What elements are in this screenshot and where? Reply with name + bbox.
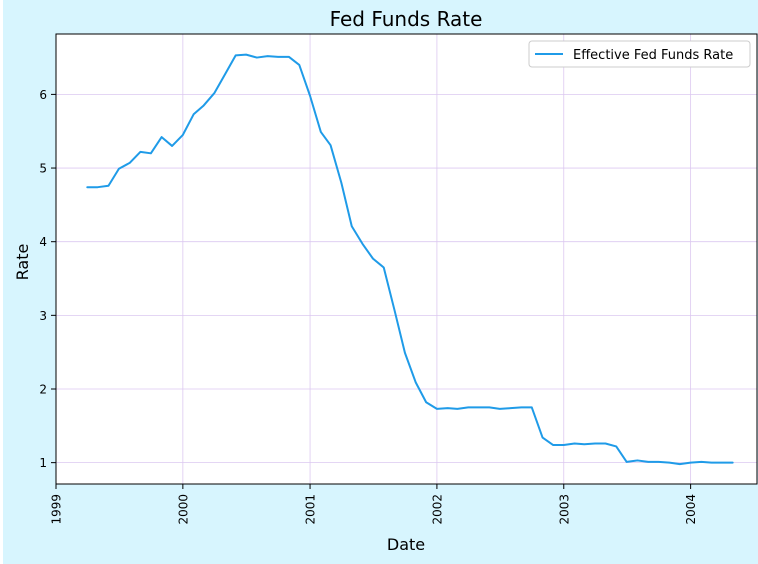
plot-frame — [55, 33, 758, 485]
x-tick-label: 2002 — [430, 494, 444, 525]
x-axis-label: Date — [387, 535, 425, 554]
y-tick-label: 5 — [39, 162, 47, 176]
legend-label: Effective Fed Funds Rate — [573, 48, 733, 63]
y-tick-label: 2 — [39, 382, 47, 396]
y-tick-label: 1 — [39, 456, 47, 470]
x-tick-label: 2003 — [557, 494, 571, 525]
y-tick-label: 3 — [39, 309, 47, 323]
x-tick-label: 1999 — [50, 494, 64, 525]
grid-lines — [55, 34, 757, 484]
x-tick-label: 2004 — [684, 494, 698, 525]
y-tick-label: 6 — [39, 88, 47, 102]
series-line — [86, 53, 734, 466]
legend-box — [528, 40, 751, 68]
y-tick-label: 4 — [39, 235, 47, 249]
y-axis-label: Rate — [13, 244, 32, 281]
x-tick-label: 2001 — [304, 494, 318, 525]
x-axis-ticks: 1999 2000 2001 2002 2003 2004 — [50, 484, 698, 525]
x-tick-label: 2000 — [176, 494, 190, 525]
series-layer — [86, 53, 734, 466]
plot-area — [56, 34, 757, 484]
chart-title: Fed Funds Rate — [330, 7, 483, 31]
y-axis-ticks: 1 2 3 4 5 6 — [39, 88, 56, 470]
legend: Effective Fed Funds Rate — [528, 40, 751, 68]
